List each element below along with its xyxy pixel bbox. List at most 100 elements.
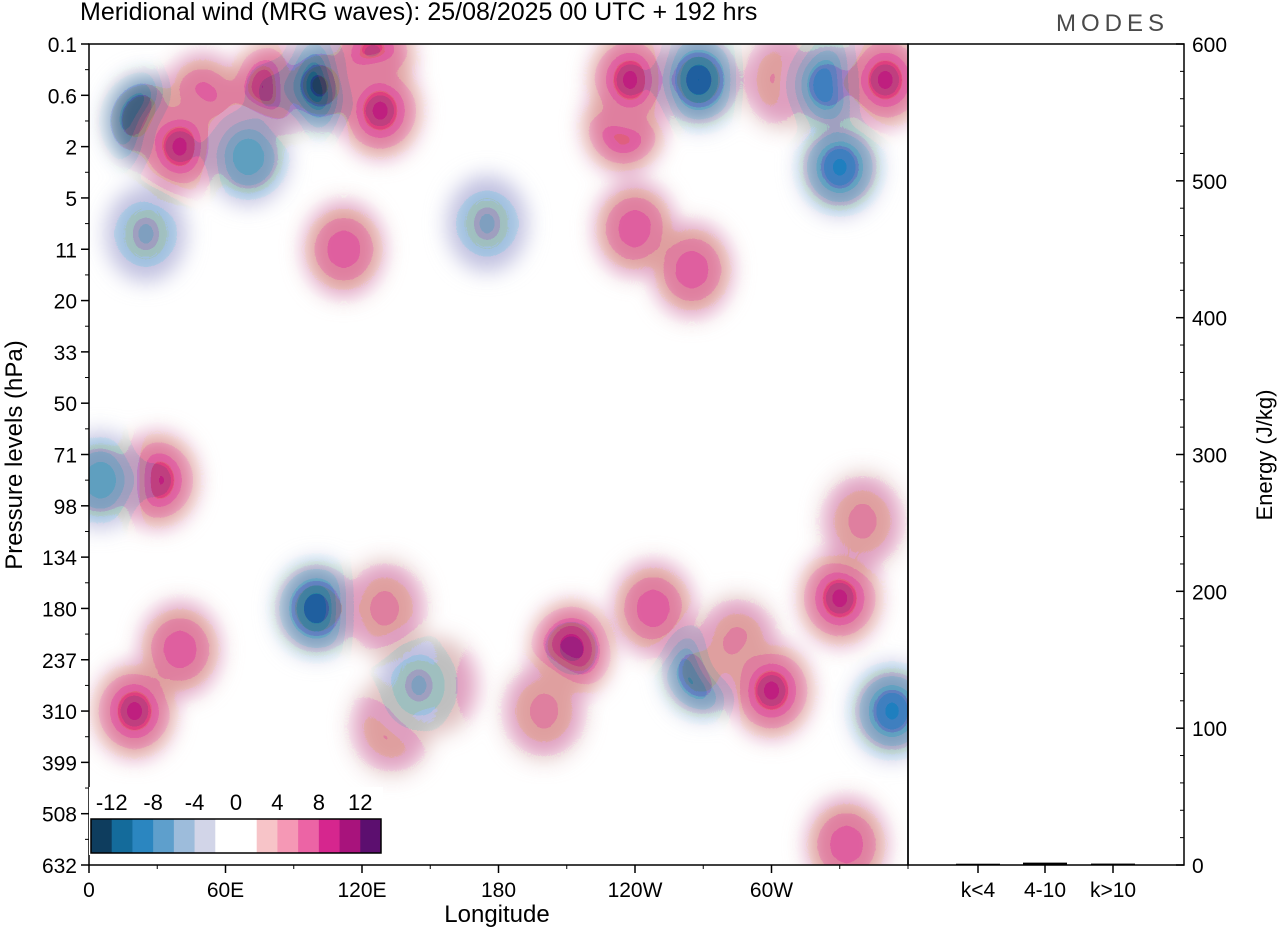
colorbar-segment [153,819,175,853]
contour-level [302,65,340,105]
contour-level [225,131,271,183]
contour-level [391,654,446,717]
contour-feature [822,473,903,570]
contour-level [630,583,676,634]
contour-level [321,223,367,275]
longitude-tick-label: 60W [750,879,793,902]
contour-level [297,587,336,630]
pressure-tick-label: 399 [42,752,77,775]
pressure-tick-label: 310 [42,701,77,724]
contour-feature [806,796,887,865]
colorbar-label: 12 [348,790,372,815]
energy-bar [1091,863,1135,866]
pressure-tick-label: 50 [54,393,77,416]
colorbar-segment [111,819,133,853]
longitude-axis: 0 60E 120E 180 120W 60W [83,865,909,902]
contour-feature [613,560,694,657]
colorbar-label: 4 [271,790,283,815]
contour-level [609,57,651,103]
energy-axis-label: Energy (J/kg) [1252,390,1277,521]
contour-feature [788,44,869,134]
colorbar-segment [298,819,320,853]
colorbar-segment [318,819,341,853]
energy-tick-label: 200 [1192,581,1227,604]
pressure-tick-label: 0.6 [48,85,77,108]
contour-level [157,624,203,675]
contour-feature [658,44,739,128]
pressure-tick-label: 20 [54,291,77,314]
contour-level [251,69,291,111]
energy-tick-label: 300 [1192,445,1227,468]
energy-panel: 0 100 200 300 400 500 600 k<4 4-10 k>10 [907,34,1227,902]
longitude-tick-label: 0 [83,879,95,902]
chart-title: Meridional wind (MRG waves): 25/08/2025 … [80,0,758,26]
longitude-tick-label: 120E [337,879,386,902]
contour-feature [590,44,671,128]
energy-bar [956,863,1000,866]
contour-level [819,575,861,621]
pressure-tick-label: 2 [65,137,77,160]
contour-feature [340,62,421,159]
contour-level [357,577,412,640]
contour-level [819,144,861,190]
energy-tick-label: 400 [1192,308,1227,331]
contour-level [751,668,792,714]
contour-feature [140,601,220,698]
longitude-tick-label: 120W [608,879,663,902]
colorbar-label: -4 [185,790,205,815]
longitude-axis-label: Longitude [444,901,549,928]
contour-feature [799,119,880,216]
pressure-tick-label: 33 [54,342,77,365]
contour-level [89,454,124,506]
colorbar-segment [132,819,154,853]
contour-feature [378,637,459,734]
energy-tick-label: 500 [1192,171,1227,194]
contour-level [835,490,890,553]
energy-tick-label: 100 [1192,718,1227,741]
energy-bar [1023,862,1067,865]
longitude-tick-label: 180 [481,879,516,902]
colorbar-label: -8 [143,790,163,815]
contour-feature [276,560,357,657]
contour-feature [94,663,175,760]
pressure-tick-label: 71 [54,445,77,468]
contour-level [679,59,718,101]
pressure-tick-label: 134 [42,547,77,570]
colorbar-segment [360,819,382,853]
colorbar-segment [194,819,216,853]
contour-level [823,819,870,865]
energy-tick-label: 600 [1192,34,1227,57]
colorbar-frame [90,818,382,854]
contour-level [807,62,849,108]
contour-plot [89,44,908,865]
pressure-tick-label: 98 [54,496,77,519]
energy-category-label: 4-10 [1024,879,1066,902]
colorbar: -12 -8 -4 0 4 8 12 [89,787,383,855]
longitude-tick-label: 60E [207,879,244,902]
colorbar-segment [339,819,361,853]
brand-logo: MODES [1056,10,1170,37]
colorbar-segment [277,819,299,853]
contour-level [871,688,908,734]
contour-feature [504,663,584,760]
colorbar-segment [236,819,258,853]
pressure-tick-label: 632 [42,855,77,878]
colorbar-segment [256,819,278,853]
contour-level [517,680,571,743]
pressure-tick-label: 11 [55,239,77,262]
colorbar-segment [91,819,113,853]
contour-level [552,628,591,671]
contour-feature [105,185,186,282]
pressure-axis: 0.1 0.6 2 5 11 20 33 50 71 98 134 180 237 310 399 508 63… [42,34,89,878]
pressure-axis-label: Pressure levels (hPa) [1,340,28,569]
energy-tick-label: 0 [1192,855,1204,878]
colorbar-segment [215,819,237,853]
contour-level [159,124,201,170]
pressure-tick-label: 180 [42,598,77,621]
energy-axis: 0 100 200 300 400 500 600 [1176,34,1227,878]
contour-feature [303,201,384,298]
contour-feature [140,98,220,195]
contour-level [136,457,178,503]
pressure-tick-label: 508 [42,804,77,827]
